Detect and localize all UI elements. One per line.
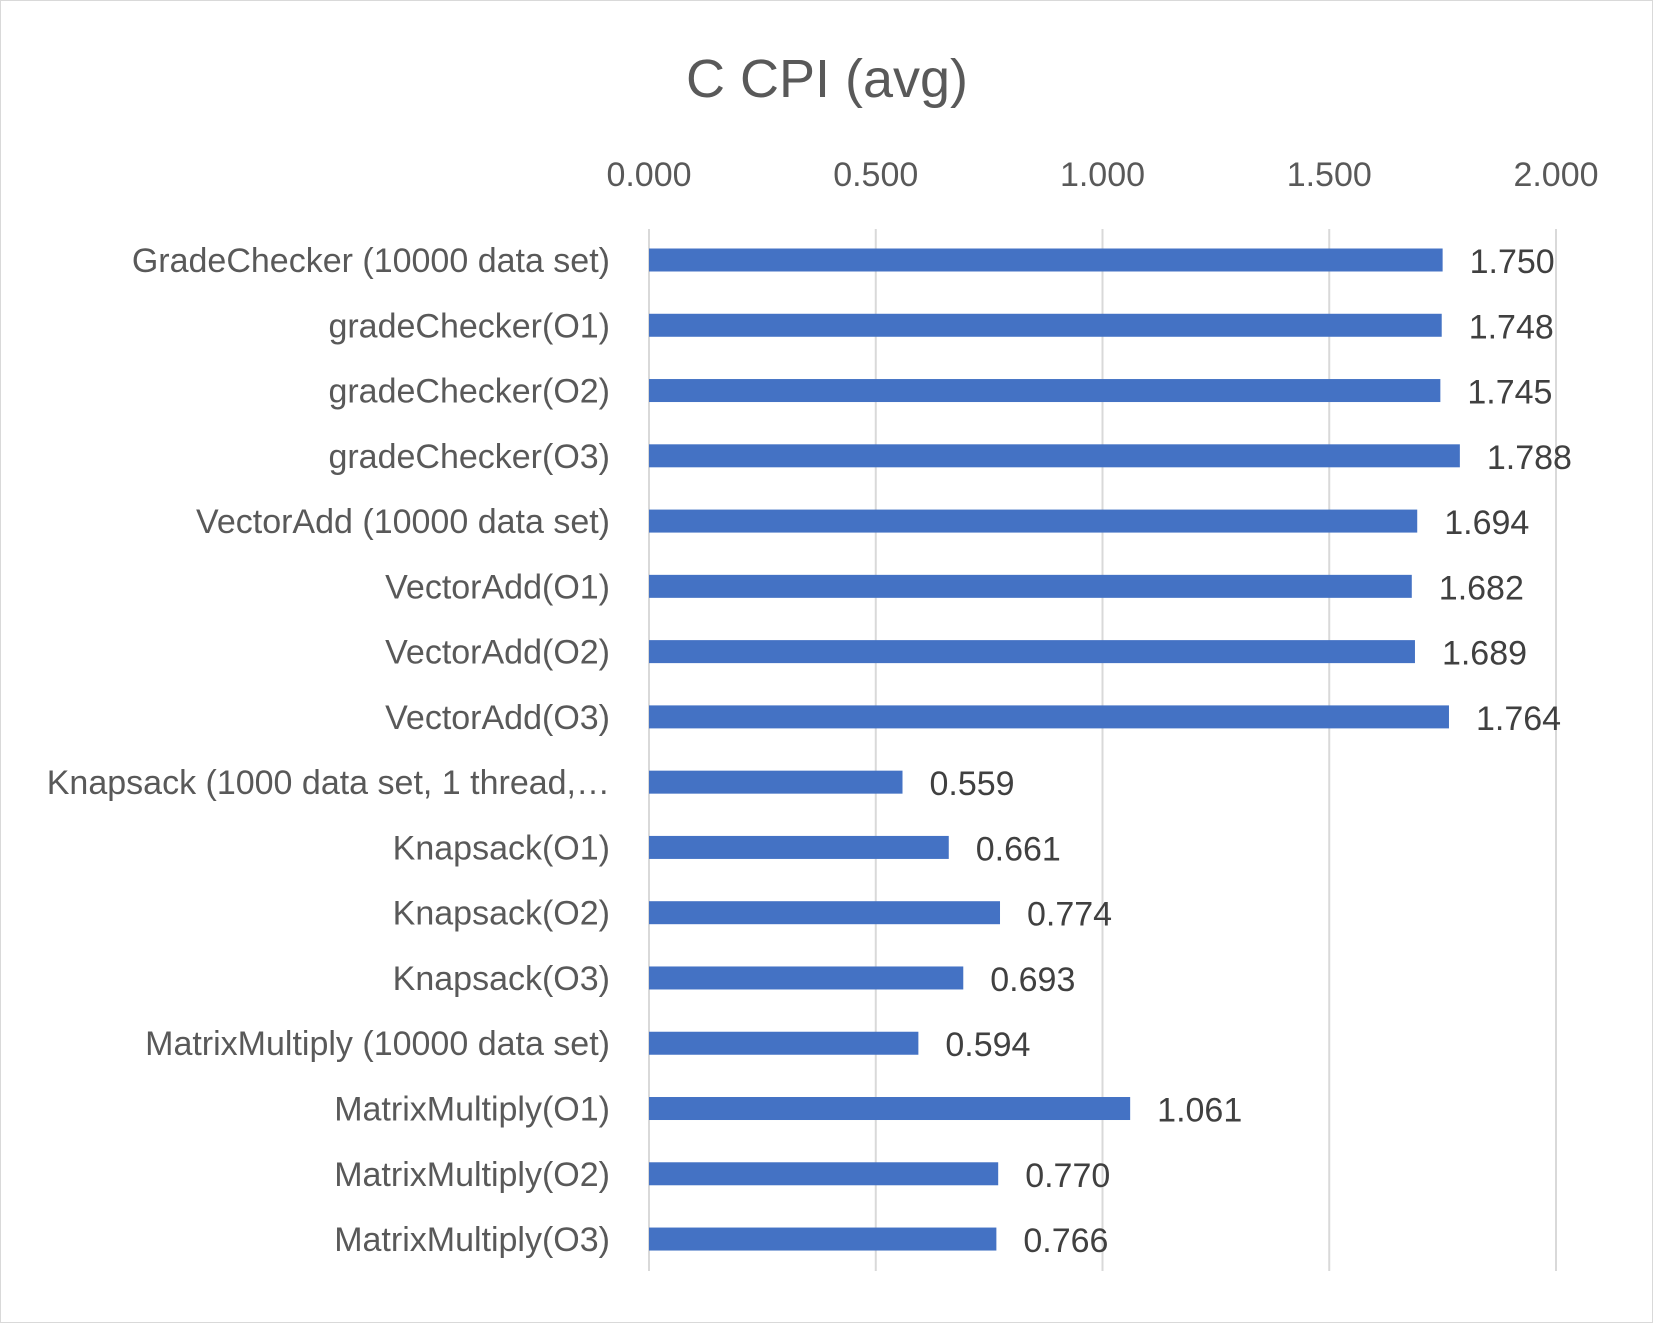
bar: [649, 835, 949, 859]
category-label: Knapsack(O3): [393, 960, 610, 998]
category-label: VectorAdd(O3): [385, 699, 610, 737]
data-label: 0.766: [1023, 1222, 1108, 1260]
bar: [649, 379, 1441, 403]
data-label: 1.750: [1470, 243, 1555, 281]
bar: [649, 313, 1442, 337]
bar: [649, 1162, 999, 1186]
category-label: MatrixMultiply(O1): [334, 1091, 610, 1129]
bar: [649, 444, 1460, 468]
bar: [649, 509, 1418, 533]
x-tick-label: 0.000: [606, 156, 691, 194]
category-labels: GradeChecker (10000 data set) gradeChecke…: [47, 242, 610, 1259]
category-label: VectorAdd (10000 data set): [196, 503, 610, 541]
bar: [649, 1097, 1131, 1121]
bar: [649, 640, 1415, 664]
data-label: 1.689: [1442, 635, 1527, 673]
category-label: MatrixMultiply(O2): [334, 1156, 610, 1194]
category-label: gradeChecker(O1): [328, 307, 610, 345]
data-label: 1.764: [1476, 700, 1561, 738]
bar: [649, 966, 964, 990]
category-label: MatrixMultiply (10000 data set): [145, 1025, 610, 1063]
bar: [649, 1227, 997, 1251]
bars: [649, 248, 1460, 1251]
data-label: 0.559: [930, 765, 1015, 803]
data-label: 0.693: [990, 961, 1075, 999]
x-tick-label: 1.500: [1287, 156, 1372, 194]
data-label: 0.770: [1025, 1157, 1110, 1195]
category-label: VectorAdd(O1): [385, 568, 610, 606]
data-label: 1.745: [1467, 374, 1552, 412]
x-axis-ticks: 0.000 0.500 1.000 1.500 2.000: [606, 156, 1598, 194]
data-label: 1.682: [1439, 569, 1524, 607]
category-label: VectorAdd(O2): [385, 634, 610, 672]
data-label: 1.788: [1487, 439, 1572, 477]
data-label: 0.661: [976, 830, 1061, 868]
x-tick-label: 0.500: [833, 156, 918, 194]
x-tick-label: 2.000: [1513, 156, 1598, 194]
data-label: 0.774: [1027, 896, 1112, 934]
data-label: 1.694: [1444, 504, 1529, 542]
data-label: 0.594: [945, 1026, 1030, 1064]
category-label: Knapsack(O1): [393, 829, 610, 867]
category-label: Knapsack (1000 data set, 1 thread,…: [47, 764, 610, 802]
bar: [649, 705, 1449, 729]
bar: [649, 248, 1443, 272]
category-label: Knapsack(O2): [393, 895, 610, 933]
category-label: MatrixMultiply(O3): [334, 1221, 610, 1259]
category-label: gradeChecker(O2): [328, 373, 610, 411]
bar: [649, 901, 1001, 925]
x-tick-label: 1.000: [1060, 156, 1145, 194]
bar: [649, 1031, 919, 1055]
bar: [649, 574, 1412, 598]
bar: [649, 770, 903, 794]
data-labels: 1.750 1.748 1.745 1.788 1.694 1.682 1.689 1.764…: [930, 243, 1572, 1260]
category-label: gradeChecker(O3): [328, 438, 610, 476]
data-label: 1.061: [1157, 1092, 1242, 1130]
chart-title: C CPI (avg): [686, 49, 968, 109]
category-label: GradeChecker (10000 data set): [132, 242, 610, 280]
data-label: 1.748: [1469, 308, 1554, 346]
